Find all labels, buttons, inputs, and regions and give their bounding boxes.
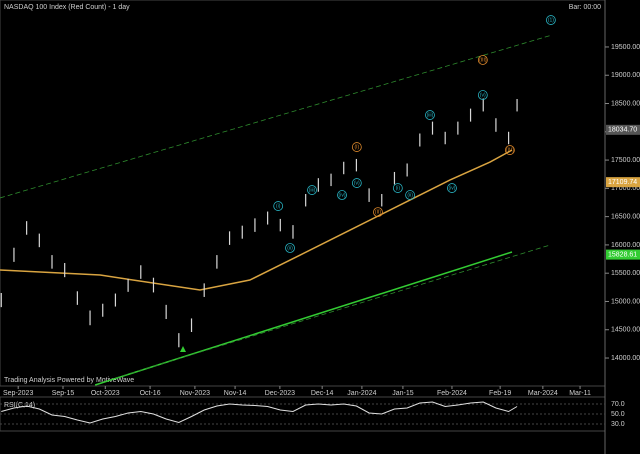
wave-label: (iv) xyxy=(448,185,455,191)
price-box xyxy=(606,177,640,188)
wave-marker xyxy=(373,207,383,218)
wave-label: (ii) xyxy=(287,245,293,251)
wave-marker xyxy=(337,190,347,200)
y-tick-label: 30.0 xyxy=(611,421,625,428)
rsi-line xyxy=(1,401,518,424)
wave-marker xyxy=(351,178,362,188)
wave-label: (ii) xyxy=(407,192,413,198)
x-tick-label: Oct-16 xyxy=(140,390,161,397)
x-tick-label: Nov-14 xyxy=(224,390,247,397)
price-box xyxy=(606,249,640,260)
x-tick-label: Dec-2023 xyxy=(265,390,295,397)
wave-marker xyxy=(273,201,284,211)
price-box-label: 18034.70 xyxy=(608,127,637,134)
wave-marker xyxy=(477,90,488,100)
wave-label: (II) xyxy=(375,209,381,215)
x-tick-label: Feb-19 xyxy=(489,390,511,397)
wave-marker xyxy=(285,243,295,253)
y-tick-label: 15500.00 xyxy=(611,270,640,277)
x-tick-label: Dec-14 xyxy=(311,390,334,397)
arrow-marker xyxy=(180,346,186,352)
x-tick-label: Nov-2023 xyxy=(180,390,210,397)
wave-marker xyxy=(392,183,403,193)
x-tick-label: Mar-11 xyxy=(569,390,591,397)
rsi-title: RSI(C,14) xyxy=(4,402,35,409)
wave-label: (v) xyxy=(480,92,486,98)
y-tick-label: 16000.00 xyxy=(611,242,640,249)
y-tick-label: 19500.00 xyxy=(611,44,640,51)
y-tick-label: 16500.00 xyxy=(611,213,640,220)
y-tick-label: 14500.00 xyxy=(611,327,640,334)
wave-marker xyxy=(425,110,435,120)
x-tick-label: Feb-2024 xyxy=(437,390,467,397)
x-tick-label: Jan-15 xyxy=(392,390,414,397)
wave-marker xyxy=(447,183,457,193)
y-tick-label: 18500.00 xyxy=(611,100,640,107)
x-tick-label: Mar-2024 xyxy=(528,390,558,397)
x-tick-label: Sep-15 xyxy=(52,390,75,397)
wave-label: (III) xyxy=(479,57,487,63)
wave-label: (iv) xyxy=(339,192,346,198)
wave-label: (1) xyxy=(548,17,554,23)
y-tick-label: 50.0 xyxy=(611,411,625,418)
wave-marker xyxy=(351,142,362,152)
x-tick-label: Sep-2023 xyxy=(3,390,33,397)
price-box-label: 17109.74 xyxy=(608,179,637,186)
footer: Trading Analysis Powered by MotiveWave xyxy=(4,377,134,384)
chart-title: NASDAQ 100 Index (Red Count) - 1 day xyxy=(4,4,130,11)
x-tick-label: Oct-2023 xyxy=(91,390,120,397)
wave-label: (i) xyxy=(396,185,401,191)
x-tick-label: Jan-2024 xyxy=(347,390,376,397)
wave-marker xyxy=(307,185,317,195)
bar-info: Bar: 00:00 xyxy=(569,4,601,11)
y-tick-label: 17000.00 xyxy=(611,185,640,192)
wave-label: (v) xyxy=(354,180,360,186)
y-tick-label: 14000.00 xyxy=(611,355,640,362)
wave-label: (i) xyxy=(276,203,281,209)
y-tick-label: 70.0 xyxy=(611,401,625,408)
wave-marker xyxy=(477,55,488,65)
rsi-panel xyxy=(0,396,606,432)
y-tick-label: 15000.00 xyxy=(611,298,640,305)
y-tick-label: 17500.00 xyxy=(611,157,640,164)
price-box-label: 15828.61 xyxy=(608,251,637,258)
wave-marker xyxy=(405,190,415,200)
overlay-line xyxy=(0,149,513,291)
wave-label: (IV) xyxy=(506,147,514,153)
wave-label: (iii) xyxy=(427,112,434,118)
wave-label: (iii) xyxy=(309,187,316,193)
overlay-line xyxy=(114,244,551,379)
wave-marker xyxy=(545,15,556,25)
y-tick-label: 19000.00 xyxy=(611,72,640,79)
price-box xyxy=(606,124,640,135)
wave-marker xyxy=(504,145,515,155)
wave-label: (I) xyxy=(354,144,359,150)
price-panel xyxy=(0,0,606,387)
